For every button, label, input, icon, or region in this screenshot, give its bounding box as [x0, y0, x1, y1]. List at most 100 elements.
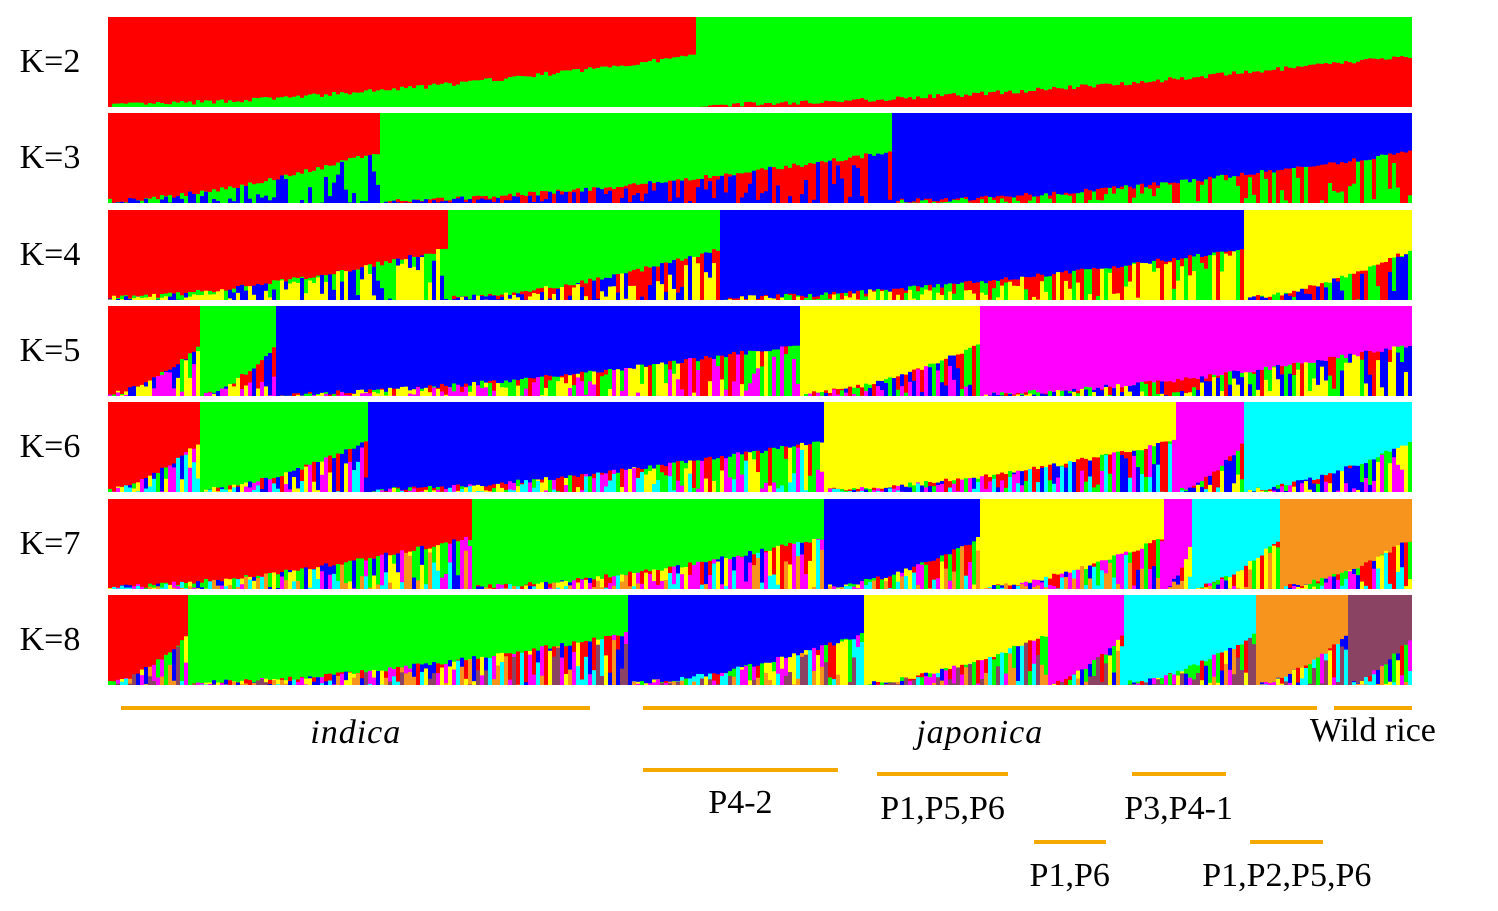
ancestry-segment [1192, 270, 1197, 300]
ancestry-segment [600, 113, 605, 190]
ancestry-segment [848, 386, 853, 396]
ancestry-segment [1020, 582, 1025, 584]
ancestry-segment [1400, 305, 1405, 347]
ancestry-segment [720, 355, 725, 380]
ancestry-segment [1128, 186, 1133, 204]
ancestry-segment [704, 355, 709, 396]
ancestry-segment [1308, 402, 1313, 479]
ancestry-segment [1156, 464, 1161, 493]
ancestry-segment [148, 402, 153, 477]
ancestry-segment [588, 370, 593, 382]
ancestry-segment [1248, 372, 1253, 385]
ancestry-segment [816, 441, 821, 471]
ancestry-segment [148, 486, 153, 493]
ancestry-segment [296, 402, 301, 469]
ancestry-segment [1184, 392, 1189, 396]
ancestry-segment [788, 402, 793, 449]
ancestry-segment [1108, 305, 1113, 387]
ancestry-segment [424, 88, 429, 107]
ancestry-segment [688, 54, 693, 107]
ancestry-segment [168, 402, 173, 467]
ancestry-segment [1168, 183, 1173, 186]
ancestry-segment [224, 585, 229, 589]
ancestry-segment [508, 402, 513, 482]
ancestry-segment [1308, 64, 1313, 107]
ancestry-segment [1320, 585, 1325, 589]
ancestry-segment [1196, 498, 1201, 588]
ancestry-segment [244, 100, 249, 107]
ancestry-segment [1252, 295, 1257, 300]
ancestry-segment [700, 253, 705, 300]
ancestry-segment [332, 182, 337, 204]
ancestry-segment [1304, 498, 1309, 585]
ancestry-segment [756, 305, 761, 352]
ancestry-segment [200, 102, 205, 107]
ancestry-segment [208, 192, 213, 204]
ancestry-segment [132, 209, 137, 296]
ancestry-segment [428, 385, 433, 393]
ancestry-segment [668, 17, 673, 59]
ancestry-segment [604, 66, 609, 107]
ancestry-segment [704, 271, 709, 300]
ancestry-segment [940, 199, 945, 204]
ancestry-segment [228, 383, 233, 396]
ancestry-segment [1324, 380, 1329, 396]
ancestry-segment [1228, 305, 1233, 372]
ancestry-segment [992, 279, 997, 289]
ancestry-segment [1388, 463, 1393, 493]
ancestry-segment [1020, 583, 1025, 589]
ancestry-segment [1172, 209, 1177, 259]
ancestry-segment [176, 402, 181, 459]
ancestry-segment [788, 482, 793, 493]
ancestry-segment [1356, 270, 1361, 300]
ancestry-segment [1364, 270, 1369, 300]
ancestry-segment [428, 548, 433, 553]
ancestry-segment [352, 17, 357, 93]
ancestry-segment [1340, 191, 1345, 204]
ancestry-segment [1308, 305, 1313, 364]
ancestry-segment [424, 489, 429, 493]
ancestry-segment [1088, 498, 1093, 566]
ancestry-segment [396, 17, 401, 91]
ancestry-segment [492, 498, 497, 588]
ancestry-segment [1164, 80, 1169, 107]
ancestry-segment [1388, 153, 1393, 190]
ancestry-segment [488, 209, 493, 294]
ancestry-segment [492, 17, 497, 82]
ancestry-segment [600, 17, 605, 68]
ancestry-segment [1080, 470, 1085, 493]
ancestry-segment [436, 84, 441, 107]
ancestry-segment [1316, 305, 1321, 361]
ancestry-segment [756, 200, 761, 204]
ancestry-segment [1400, 113, 1405, 153]
ancestry-segment [308, 172, 313, 188]
ancestry-segment [540, 402, 545, 481]
ancestry-segment [1404, 152, 1409, 204]
ancestry-segment [988, 402, 993, 478]
ancestry-segment [1064, 209, 1069, 271]
ancestry-segment [532, 585, 537, 589]
ancestry-segment [424, 583, 429, 589]
ancestry-segment [292, 305, 297, 394]
ancestry-segment [364, 402, 369, 443]
ancestry-segment [856, 384, 861, 389]
ancestry-segment [1004, 393, 1009, 396]
ancestry-segment [468, 545, 473, 589]
ancestry-segment [648, 284, 653, 300]
ancestry-segment [204, 578, 209, 589]
ancestry-segment [232, 577, 237, 589]
ancestry-segment [536, 293, 541, 300]
ancestry-segment [1136, 382, 1141, 396]
ancestry-segment [920, 391, 925, 396]
ancestry-segment [1024, 193, 1029, 204]
ancestry-segment [116, 298, 121, 300]
ancestry-segment [784, 293, 789, 300]
ancestry-segment [1152, 498, 1157, 541]
ancestry-segment [604, 277, 609, 297]
ancestry-segment [1072, 270, 1077, 300]
ancestry-segment [920, 200, 925, 204]
ancestry-segment [652, 190, 657, 204]
ancestry-segment [752, 209, 757, 296]
ancestry-segment [296, 498, 301, 571]
ancestry-segment [680, 286, 685, 300]
